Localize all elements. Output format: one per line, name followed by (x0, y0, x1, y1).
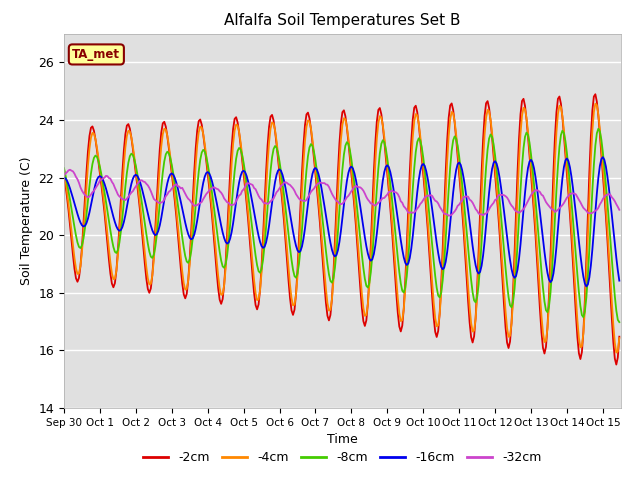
-8cm (131, 156, 138, 162)
-2cm (152, 226, 159, 231)
-16cm (131, 173, 138, 179)
Text: TA_met: TA_met (72, 48, 120, 61)
-32cm (607, 192, 614, 198)
-2cm (591, 91, 599, 97)
-32cm (132, 183, 140, 189)
-2cm (605, 261, 612, 267)
Title: Alfalfa Soil Temperatures Set B: Alfalfa Soil Temperatures Set B (224, 13, 461, 28)
Line: -32cm: -32cm (64, 170, 620, 216)
-4cm (612, 349, 620, 355)
-4cm (467, 320, 475, 326)
-16cm (467, 232, 475, 238)
-16cm (607, 198, 614, 204)
-32cm (445, 213, 452, 218)
-4cm (152, 236, 159, 241)
-16cm (60, 175, 68, 180)
-16cm (582, 284, 590, 289)
-4cm (131, 154, 138, 160)
-2cm (467, 334, 475, 340)
Legend: -2cm, -4cm, -8cm, -16cm, -32cm: -2cm, -4cm, -8cm, -16cm, -32cm (138, 446, 547, 469)
-8cm (247, 216, 255, 222)
-2cm (343, 125, 351, 131)
-2cm (247, 254, 255, 260)
Line: -16cm: -16cm (64, 157, 620, 287)
-4cm (343, 124, 351, 130)
-16cm (247, 193, 255, 199)
-16cm (599, 154, 607, 160)
-4cm (605, 249, 612, 254)
-16cm (152, 232, 159, 238)
-4cm (247, 243, 255, 249)
-8cm (60, 165, 68, 171)
-32cm (249, 182, 257, 188)
-2cm (616, 334, 623, 339)
-4cm (616, 335, 623, 341)
-32cm (616, 207, 623, 213)
Line: -2cm: -2cm (64, 94, 620, 365)
-8cm (605, 217, 612, 223)
-32cm (66, 167, 74, 173)
-4cm (591, 101, 599, 107)
-32cm (470, 203, 478, 209)
Y-axis label: Soil Temperature (C): Soil Temperature (C) (20, 156, 33, 285)
-16cm (343, 178, 351, 184)
-8cm (343, 139, 351, 145)
-2cm (131, 158, 138, 164)
-32cm (344, 193, 352, 199)
-2cm (612, 362, 620, 368)
-2cm (60, 170, 68, 176)
Line: -4cm: -4cm (64, 104, 620, 352)
-4cm (60, 167, 68, 172)
-8cm (616, 319, 623, 325)
-8cm (595, 126, 602, 132)
-32cm (153, 198, 161, 204)
Line: -8cm: -8cm (64, 129, 620, 322)
-16cm (616, 278, 623, 284)
-32cm (60, 173, 68, 179)
-8cm (467, 277, 475, 283)
X-axis label: Time: Time (327, 433, 358, 446)
-8cm (152, 244, 159, 250)
